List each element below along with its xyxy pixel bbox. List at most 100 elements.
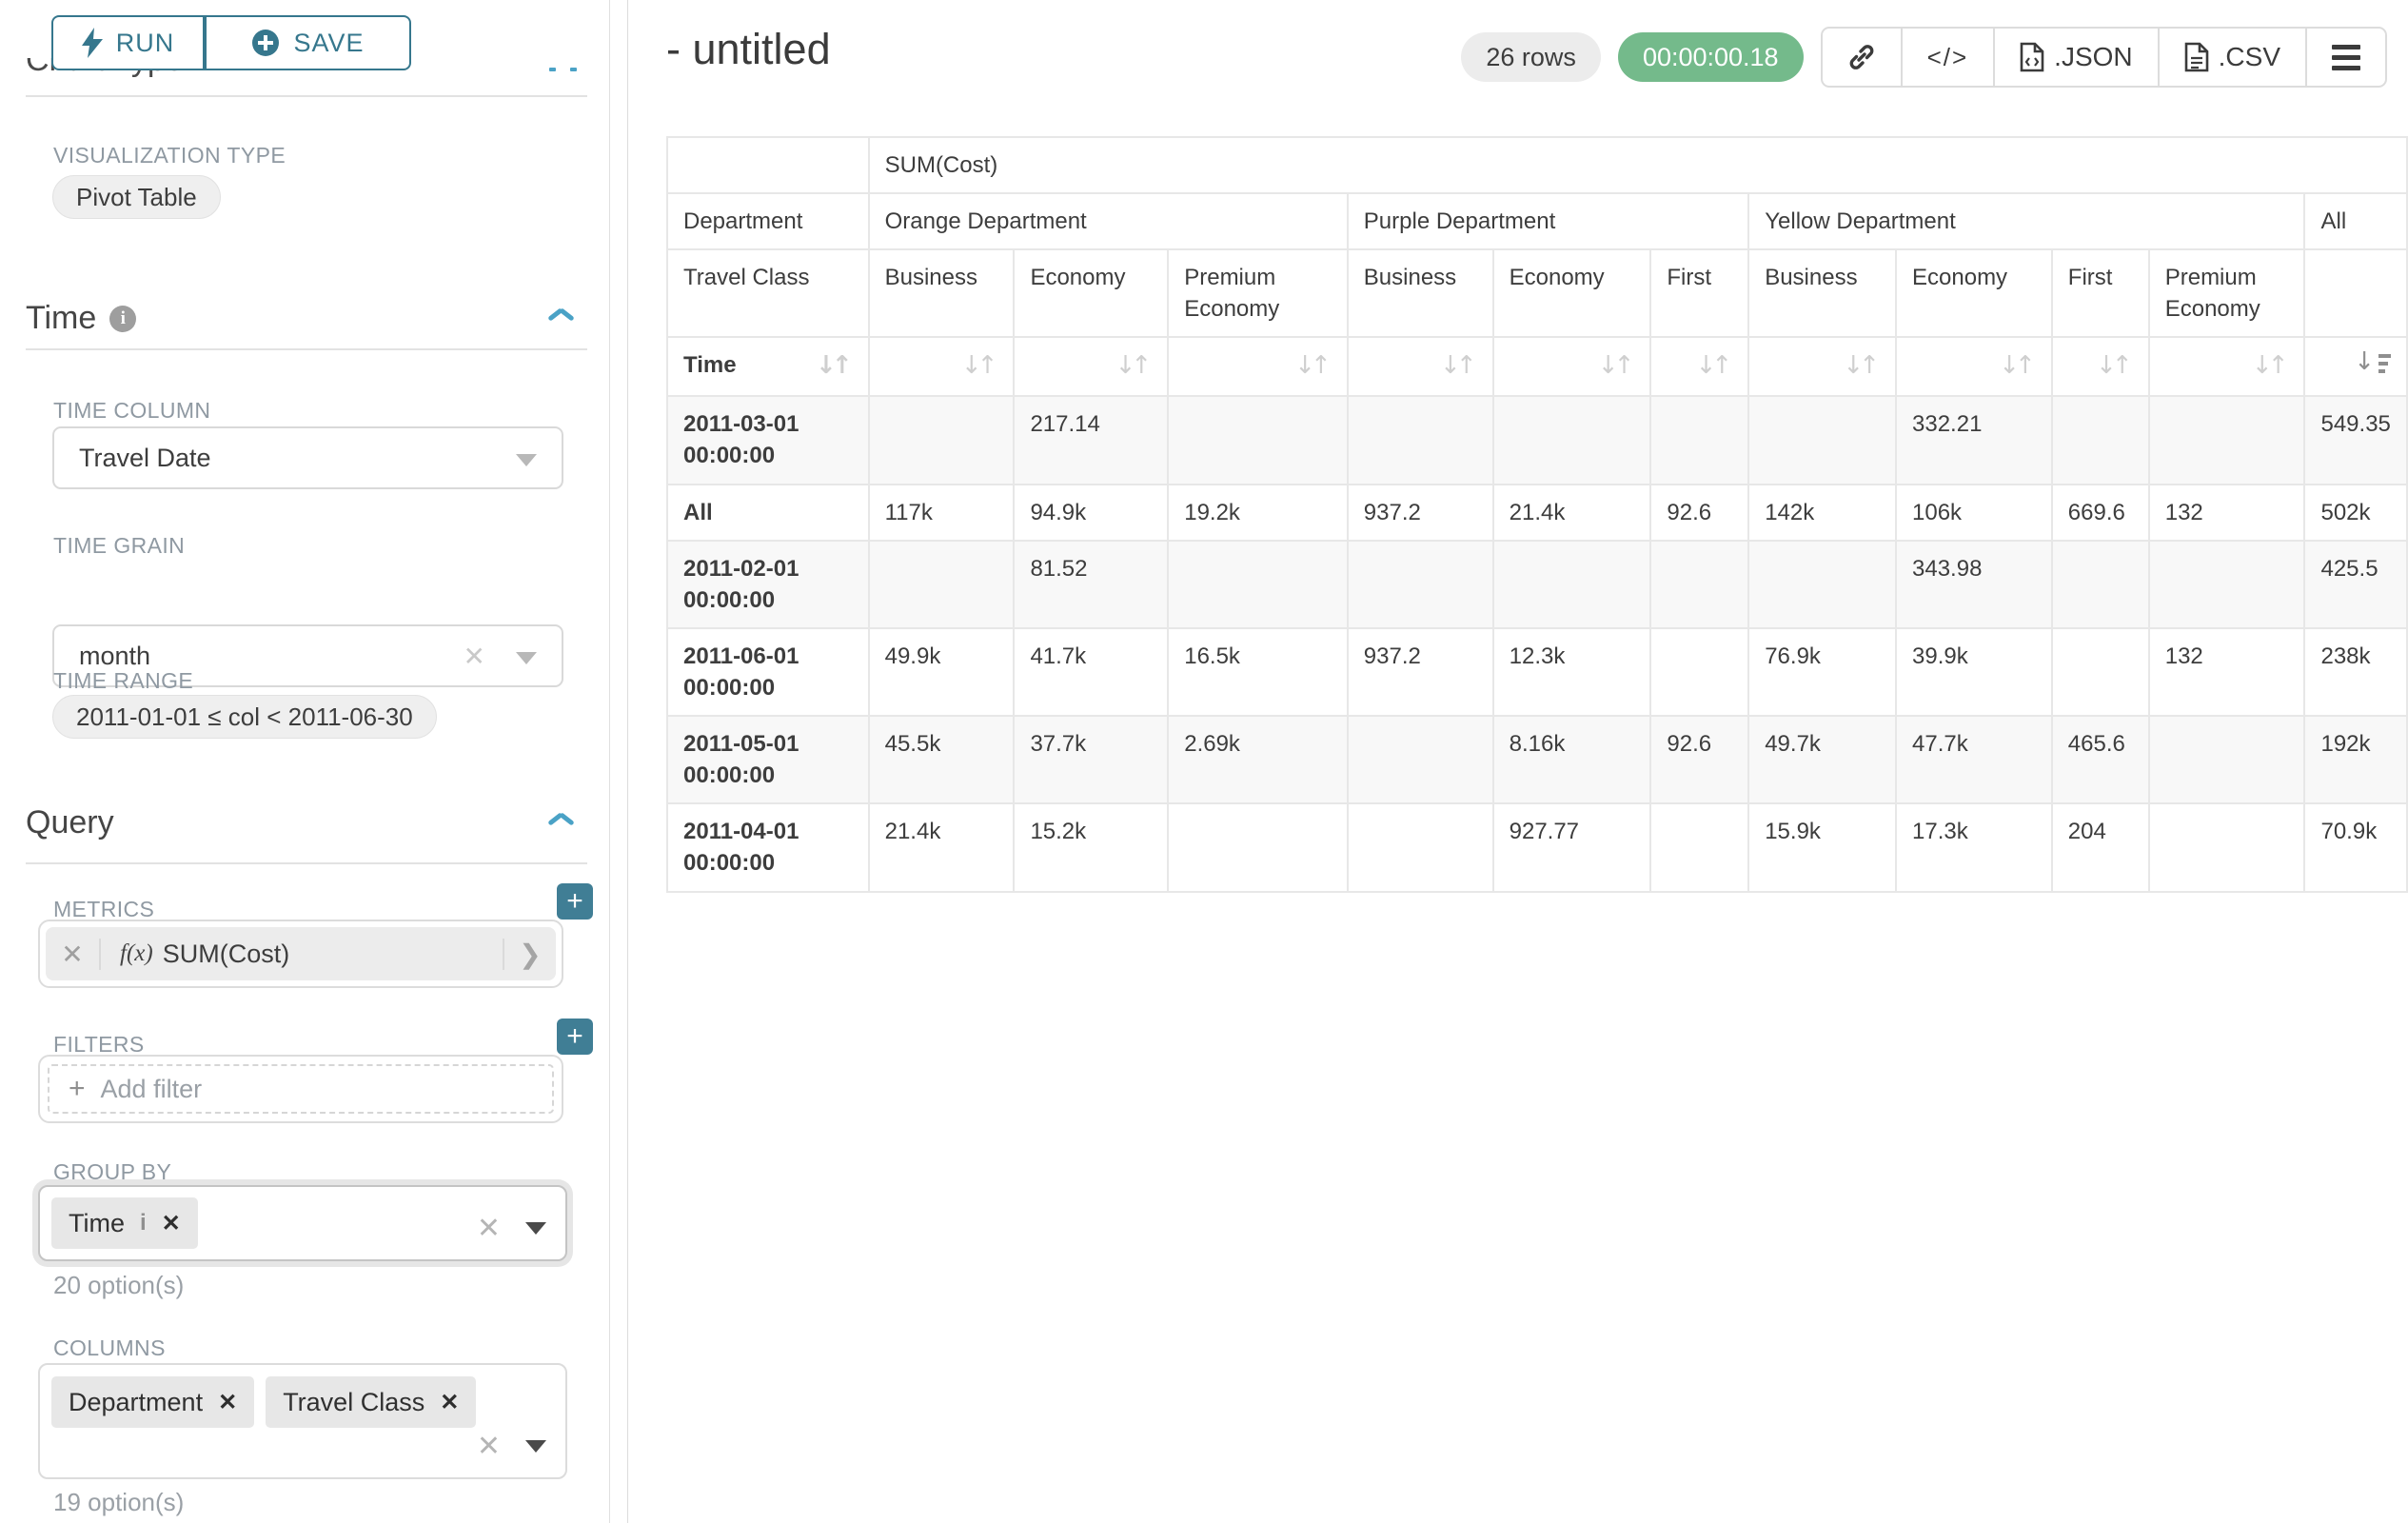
viz-type-pill[interactable]: Pivot Table [52, 175, 221, 219]
query-section-header[interactable]: Query [26, 804, 114, 841]
pivot-column-header: First [1649, 248, 1750, 339]
pivot-value-cell: 549.35 [2303, 395, 2408, 485]
export-json-button[interactable]: .JSON [1995, 29, 2160, 86]
menu-button[interactable] [2307, 29, 2385, 86]
pivot-value-cell: 19.2k [1167, 483, 1349, 542]
pivot-value-cell: 132 [2147, 626, 2306, 718]
pivot-row-label: 2011-06-01 00:00:00 [666, 626, 870, 718]
control-panel-sidebar: Chart Type RUN SAVE VISUALIZATION TYPE P… [0, 0, 628, 1523]
pivot-value-cell [1649, 539, 1750, 629]
pivot-sort-cell[interactable]: ↓↑ [1013, 336, 1170, 398]
sort-icon[interactable]: ↓↑ [1597, 351, 1635, 381]
pivot-column-header: Business [1747, 248, 1898, 339]
pivot-sort-cell[interactable]: ↓↑ [867, 336, 1016, 398]
pivot-value-cell [1346, 539, 1494, 629]
share-link-button[interactable] [1823, 29, 1903, 86]
pivot-value-cell: 49.9k [867, 626, 1016, 718]
info-icon[interactable]: i [109, 305, 137, 332]
columns-tag: Travel Class ✕ [266, 1376, 477, 1428]
pivot-value-cell: 94.9k [1013, 483, 1170, 542]
chevron-up-icon[interactable] [570, 68, 577, 71]
sort-descending-icon[interactable]: ↓ [2354, 349, 2391, 374]
pivot-corner-cell [666, 135, 870, 195]
chevron-up-icon[interactable] [547, 809, 572, 834]
section-divider [26, 95, 587, 97]
pivot-sort-cell[interactable]: ↓↑ [1346, 336, 1494, 398]
remove-metric-icon[interactable]: ✕ [46, 938, 101, 970]
sort-icon[interactable]: ↓↑ [960, 351, 998, 381]
pivot-value-cell: 343.98 [1895, 539, 2053, 629]
sort-icon[interactable]: ↓↑ [2096, 351, 2133, 381]
pivot-sort-cell[interactable]: ↓↑ [1649, 336, 1750, 398]
group-by-label: GROUP BY [53, 1159, 172, 1184]
add-filter-dropzone[interactable]: + Add filter [48, 1064, 554, 1114]
row-count-badge: 26 rows [1461, 32, 1601, 82]
group-by-select[interactable]: Time i ✕ ✕ [38, 1185, 567, 1261]
pivot-sort-cell[interactable]: ↓ [2303, 336, 2408, 398]
chevron-up-icon[interactable] [549, 68, 556, 71]
export-csv-button[interactable]: .CSV [2160, 29, 2307, 86]
pivot-row-label: All [666, 483, 870, 542]
chevron-down-icon[interactable] [525, 1222, 546, 1235]
pivot-value-cell: 76.9k [1747, 626, 1898, 718]
remove-tag-icon[interactable]: ✕ [440, 1389, 460, 1415]
sort-icon[interactable]: ↓↑ [2251, 351, 2289, 381]
pivot-sort-cell[interactable]: ↓↑ [2147, 336, 2306, 398]
pivot-row-label: 2011-02-01 00:00:00 [666, 539, 870, 629]
pivot-group-header: All [2303, 192, 2408, 251]
pivot-sort-cell[interactable]: ↓↑ [1491, 336, 1652, 398]
columns-label: COLUMNS [53, 1335, 166, 1360]
clear-icon[interactable]: ✕ [476, 1431, 501, 1462]
time-range-pill[interactable]: 2011-01-01 ≤ col < 2011-06-30 [52, 695, 437, 739]
sort-icon[interactable]: ↓↑ [1843, 351, 1881, 381]
pivot-value-cell [1747, 395, 1898, 485]
pivot-value-cell [1649, 395, 1750, 485]
save-button[interactable]: SAVE [205, 15, 411, 70]
pivot-sort-cell[interactable]: ↓↑ [1747, 336, 1898, 398]
sort-icon[interactable]: ↓↑ [1999, 351, 2036, 381]
chevron-down-icon [516, 652, 537, 664]
pivot-value-cell [1167, 395, 1349, 485]
time-section-header[interactable]: Time i [26, 300, 137, 337]
sidebar-divider [627, 0, 628, 1523]
sort-icon[interactable]: ↓↑ [1115, 351, 1153, 381]
table-row: 2011-03-01 00:00:00 217.14 332.21 549.35 [666, 395, 2408, 485]
time-column-select[interactable]: Travel Date [52, 426, 563, 489]
pivot-sort-cell[interactable]: ↓↑ [2050, 336, 2150, 398]
clear-icon[interactable]: ✕ [463, 642, 485, 671]
pivot-value-cell: 217.14 [1013, 395, 1170, 485]
view-query-button[interactable]: </> [1903, 29, 1996, 86]
pivot-value-cell [2147, 715, 2306, 805]
clear-icon[interactable]: ✕ [476, 1213, 501, 1244]
pivot-value-cell: 47.7k [1895, 715, 2053, 805]
remove-tag-icon[interactable]: ✕ [218, 1389, 238, 1415]
pivot-value-cell [1167, 802, 1349, 893]
time-range-label: TIME RANGE [53, 668, 194, 693]
metric-name: SUM(Cost) [162, 939, 290, 968]
pivot-value-cell: 8.16k [1491, 715, 1652, 805]
metric-pill[interactable]: ✕ f(x) SUM(Cost) ❯ [46, 927, 556, 980]
add-metric-button[interactable]: + [557, 883, 593, 920]
pivot-value-cell [2147, 539, 2306, 629]
pivot-sort-header[interactable]: Time ↓↑ [666, 336, 870, 398]
add-filter-button[interactable]: + [557, 1019, 593, 1055]
chevron-up-icon[interactable] [547, 305, 572, 329]
sort-icon[interactable]: ↓↑ [816, 351, 853, 381]
sort-icon[interactable]: ↓↑ [1695, 351, 1733, 381]
pivot-sort-cell[interactable]: ↓↑ [1167, 336, 1349, 398]
sort-icon[interactable]: ↓↑ [1440, 351, 1477, 381]
query-timer-badge: 00:00:00.18 [1617, 32, 1804, 82]
chart-title[interactable]: - untitled [666, 25, 831, 73]
code-icon: </> [1926, 42, 1969, 71]
info-icon[interactable]: i [140, 1210, 147, 1236]
sort-icon[interactable]: ↓↑ [1294, 351, 1332, 381]
chevron-down-icon[interactable] [525, 1440, 546, 1453]
pivot-value-cell [2050, 626, 2150, 718]
remove-tag-icon[interactable]: ✕ [161, 1210, 181, 1236]
columns-select[interactable]: Department ✕ Travel Class ✕ ✕ [38, 1363, 567, 1479]
run-button[interactable]: RUN [51, 15, 205, 70]
chevron-right-icon[interactable]: ❯ [503, 938, 556, 970]
pivot-subdimension-label: Travel Class [666, 248, 870, 339]
time-grain-select[interactable]: month ✕ [52, 624, 563, 687]
pivot-sort-cell[interactable]: ↓↑ [1895, 336, 2053, 398]
